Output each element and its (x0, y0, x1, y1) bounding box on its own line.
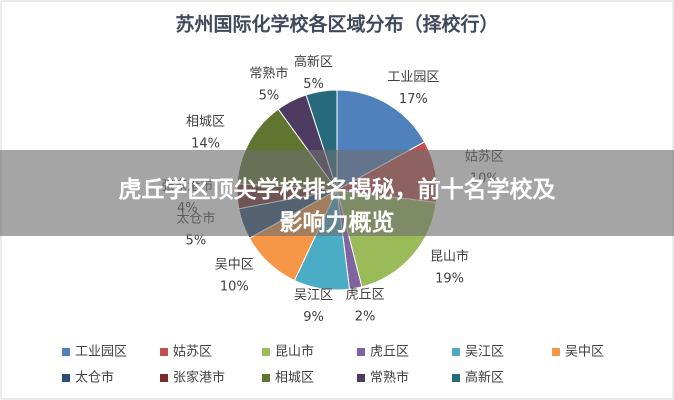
legend-label: 吴江区 (465, 345, 504, 360)
legend-swatch (262, 348, 270, 356)
slice-label-value: 5% (259, 88, 280, 103)
slice-label-value: 10% (220, 280, 249, 295)
overlay-line: 影响力概览 (279, 210, 395, 236)
legend-swatch (552, 348, 560, 356)
slice-label-name: 工业园区 (387, 70, 439, 85)
chart-title: 苏州国际化学校各区域分布（择校行） (175, 13, 498, 36)
legend-swatch (357, 348, 365, 356)
overlay-banner: 虎丘学区顶尖学校排名揭秘，前十名学校及 影响力概览 (0, 150, 674, 236)
legend-swatch (62, 348, 70, 356)
slice-label-value: 14% (191, 137, 220, 152)
overlay-line: 虎丘学区顶尖学校排名揭秘，前十名学校及 (118, 177, 556, 203)
legend-swatch (452, 348, 460, 356)
legend-label: 张家港市 (173, 370, 225, 386)
slice-label-name: 昆山市 (430, 249, 469, 265)
slice-label-name: 虎丘区 (346, 287, 385, 302)
legend-swatch (62, 374, 70, 382)
legend-swatch (357, 374, 365, 382)
legend-swatch (262, 374, 270, 382)
legend-label: 相城区 (275, 371, 314, 386)
slice-label-value: 9% (303, 310, 324, 325)
legend-swatch (160, 374, 168, 382)
legend-label: 吴中区 (565, 345, 604, 360)
slice-label-value: 5% (303, 77, 324, 92)
legend-label: 工业园区 (75, 345, 127, 360)
legend-label: 虎丘区 (370, 345, 409, 360)
slice-label-name: 相城区 (186, 115, 225, 130)
slice-label-value: 2% (355, 309, 376, 324)
slice-label-name: 吴江区 (294, 288, 333, 303)
legend-label: 姑苏区 (173, 344, 212, 360)
legend-label: 高新区 (465, 370, 504, 386)
slice-label-name: 高新区 (294, 54, 333, 70)
legend-label: 太仓市 (75, 370, 114, 386)
slice-label-value: 19% (435, 272, 464, 287)
slice-label-name: 常熟市 (249, 65, 288, 81)
legend-swatch (160, 348, 168, 356)
legend-label: 常熟市 (370, 370, 409, 386)
slice-label-name: 吴中区 (215, 258, 254, 273)
legend-label: 昆山市 (275, 344, 314, 360)
slice-label-value: 17% (399, 92, 428, 107)
slice-label-value: 5% (186, 233, 207, 248)
legend-swatch (452, 374, 460, 382)
